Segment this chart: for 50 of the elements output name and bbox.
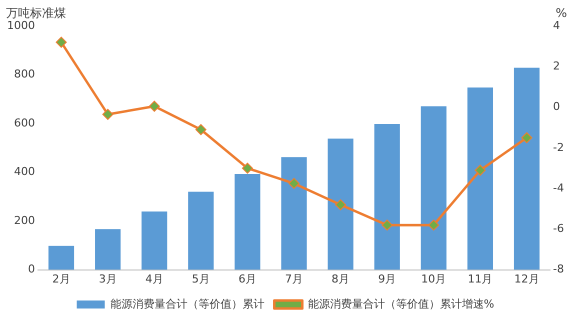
point [521, 132, 532, 144]
bar [281, 157, 307, 270]
y2-tick-label: -8 [553, 262, 564, 276]
y2-tick-label: -6 [553, 222, 564, 236]
y-tick-label: 200 [14, 214, 35, 227]
y2-tick-label: -4 [553, 181, 564, 194]
x-tick-label: 7月 [285, 272, 304, 286]
y-tick-label: 800 [14, 68, 35, 81]
x-tick-label: 8月 [332, 272, 350, 286]
point [428, 220, 440, 231]
point [195, 124, 206, 136]
bar [514, 68, 540, 270]
bar [95, 229, 121, 270]
y2-axis-title: % [556, 6, 567, 20]
x-tick-label: 5月 [192, 272, 210, 286]
y-tick-label: 400 [14, 165, 35, 178]
x-tick-label: 2月 [52, 272, 70, 286]
y2-tick-label: 2 [553, 59, 560, 72]
point [474, 164, 486, 176]
x-tick-label: 9月 [378, 272, 396, 286]
legend-label: 能源消费量合计（等价值）累计 [110, 297, 264, 310]
x-tick-label: 12月 [514, 272, 540, 286]
y-axis-title: 万吨标准煤 [6, 6, 66, 20]
point [102, 108, 114, 120]
legend-label: 能源消费量合计（等价值）累计增速% [308, 297, 494, 310]
x-tick-label: 6月 [238, 272, 256, 286]
bar [374, 124, 400, 270]
point [56, 36, 67, 48]
x-tick-label: 10月 [421, 272, 446, 286]
point [288, 178, 300, 189]
x-tick-label: 4月 [145, 272, 164, 286]
point [335, 199, 346, 210]
y2-tick-label: 0 [553, 100, 560, 114]
bar [142, 212, 168, 270]
x-tick-label: 11月 [468, 272, 493, 286]
x-tick-label: 3月 [98, 272, 117, 286]
bar [420, 106, 446, 270]
y-tick-label: 600 [14, 116, 35, 130]
bar [328, 138, 354, 270]
bar [467, 87, 494, 270]
point [242, 162, 253, 174]
bar [234, 174, 260, 270]
y2-tick-label: -2 [553, 140, 564, 154]
y-tick-label: 1000 [6, 18, 35, 32]
point [148, 100, 160, 112]
y2-tick-label: 4 [553, 18, 560, 32]
y-tick-label: 0 [28, 262, 35, 276]
bar [188, 192, 214, 270]
point [382, 220, 393, 231]
bar [48, 246, 74, 270]
